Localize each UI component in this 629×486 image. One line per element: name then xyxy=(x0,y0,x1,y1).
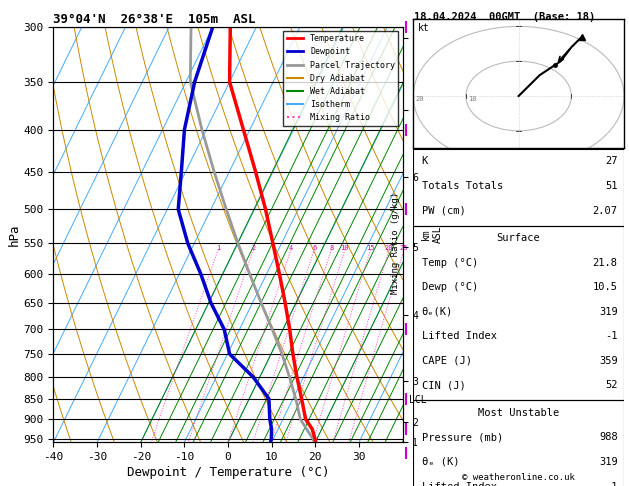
Text: 319: 319 xyxy=(599,457,618,467)
Text: 988: 988 xyxy=(599,433,618,442)
Bar xyxy=(413,149,624,226)
Text: 10: 10 xyxy=(341,245,349,251)
Text: -1: -1 xyxy=(605,331,618,341)
Text: 18.04.2024  00GMT  (Base: 18): 18.04.2024 00GMT (Base: 18) xyxy=(414,12,595,22)
Text: 15: 15 xyxy=(366,245,375,251)
Text: 21.8: 21.8 xyxy=(593,258,618,267)
Legend: Temperature, Dewpoint, Parcel Trajectory, Dry Adiabat, Wet Adiabat, Isotherm, Mi: Temperature, Dewpoint, Parcel Trajectory… xyxy=(284,31,398,125)
Text: 1: 1 xyxy=(216,245,220,251)
Text: Temp (°C): Temp (°C) xyxy=(421,258,478,267)
Text: 20: 20 xyxy=(416,96,425,102)
Text: -1: -1 xyxy=(605,482,618,486)
Text: Dewp (°C): Dewp (°C) xyxy=(421,282,478,292)
Text: CIN (J): CIN (J) xyxy=(421,381,465,390)
Text: Mixing Ratio (g/kg): Mixing Ratio (g/kg) xyxy=(391,192,401,295)
Y-axis label: hPa: hPa xyxy=(8,223,21,246)
Text: θₑ(K): θₑ(K) xyxy=(421,307,453,317)
Text: 27: 27 xyxy=(605,156,618,167)
Text: 319: 319 xyxy=(599,307,618,317)
Text: 10.5: 10.5 xyxy=(593,282,618,292)
Text: 359: 359 xyxy=(599,356,618,366)
Text: K: K xyxy=(421,156,428,167)
Text: 25: 25 xyxy=(399,245,408,251)
Y-axis label: km
ASL: km ASL xyxy=(421,226,443,243)
Text: Surface: Surface xyxy=(497,233,540,243)
Text: CAPE (J): CAPE (J) xyxy=(421,356,472,366)
Text: 52: 52 xyxy=(605,381,618,390)
Text: 2: 2 xyxy=(251,245,255,251)
Text: 10: 10 xyxy=(469,96,477,102)
Text: 20: 20 xyxy=(385,245,393,251)
Text: Totals Totals: Totals Totals xyxy=(421,181,503,191)
Text: 51: 51 xyxy=(605,181,618,191)
Text: Lifted Index: Lifted Index xyxy=(421,482,497,486)
X-axis label: Dewpoint / Temperature (°C): Dewpoint / Temperature (°C) xyxy=(127,466,329,479)
Text: kt: kt xyxy=(418,23,429,34)
Text: 4: 4 xyxy=(289,245,293,251)
Text: θₑ (K): θₑ (K) xyxy=(421,457,459,467)
Text: LCL: LCL xyxy=(409,395,426,405)
Bar xyxy=(413,226,624,400)
Text: © weatheronline.co.uk: © weatheronline.co.uk xyxy=(462,473,575,482)
Text: 6: 6 xyxy=(312,245,316,251)
Text: Lifted Index: Lifted Index xyxy=(421,331,497,341)
Text: 2.07: 2.07 xyxy=(593,206,618,216)
Text: 8: 8 xyxy=(329,245,333,251)
Text: PW (cm): PW (cm) xyxy=(421,206,465,216)
Text: Pressure (mb): Pressure (mb) xyxy=(421,433,503,442)
Text: Most Unstable: Most Unstable xyxy=(478,408,559,418)
Bar xyxy=(413,400,624,486)
Text: 39°04'N  26°38'E  105m  ASL: 39°04'N 26°38'E 105m ASL xyxy=(53,13,256,26)
